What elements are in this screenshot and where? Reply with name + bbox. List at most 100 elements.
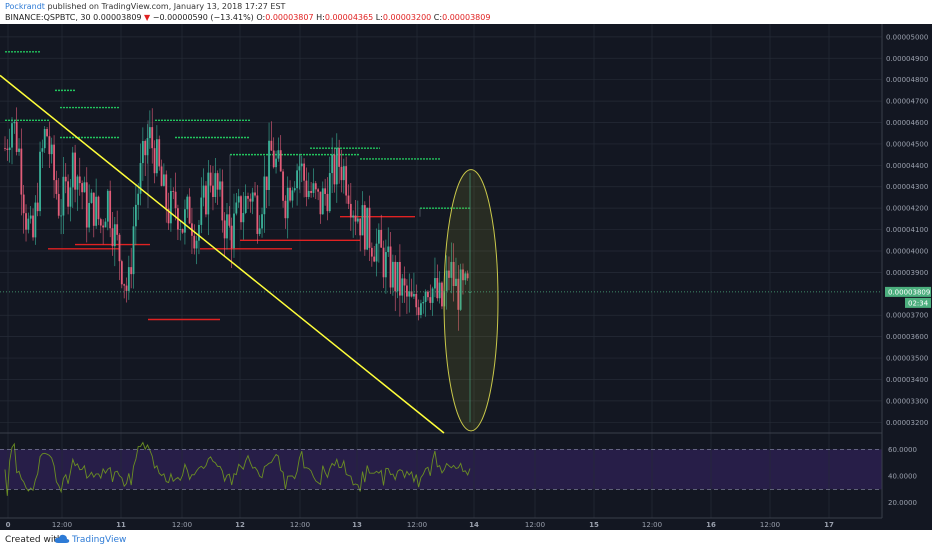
- candle-body: [67, 181, 69, 207]
- candle-body: [354, 215, 357, 222]
- price-tick-label: 0.00004000: [886, 247, 928, 255]
- candle-body: [153, 148, 156, 174]
- candle-body: [396, 261, 399, 292]
- candle-body: [373, 256, 376, 262]
- candle-body: [466, 273, 469, 279]
- candle-body: [179, 229, 182, 230]
- candle-body: [57, 193, 60, 216]
- time-tick-label: 16: [706, 521, 716, 529]
- candle-body: [279, 150, 282, 172]
- candle-body: [445, 270, 448, 291]
- low-value: 0.00003200: [382, 13, 432, 22]
- candle-body: [422, 301, 425, 304]
- candle-body: [200, 197, 203, 225]
- candle-body: [162, 174, 165, 186]
- candle-body: [13, 121, 16, 124]
- candle-body: [272, 150, 275, 168]
- time-tick-label: 0: [6, 521, 11, 529]
- candle-body: [363, 205, 366, 250]
- candle-body: [291, 190, 294, 201]
- candle-body: [151, 127, 154, 149]
- price-tick-label: 0.00004700: [886, 98, 928, 106]
- candle-body: [370, 247, 373, 257]
- time-axis[interactable]: 0 12:00 11 12:00 12 12:00 13 12:00 14 12:00 15 12:0…: [6, 521, 834, 529]
- candle-body: [338, 148, 341, 167]
- candle-body: [424, 291, 427, 302]
- time-tick-label: 15: [589, 521, 599, 529]
- candle-body: [455, 278, 457, 287]
- candle-body: [277, 150, 280, 159]
- price-tick-label: 0.00003500: [886, 355, 928, 363]
- candle-body: [452, 261, 455, 287]
- low-label: L:: [375, 13, 383, 22]
- candle-body: [15, 121, 18, 152]
- candle-body: [310, 190, 313, 193]
- candle-body: [391, 261, 394, 288]
- candle-body: [431, 288, 434, 303]
- down-arrow-icon: ▼: [144, 13, 151, 22]
- candle-body: [345, 166, 348, 196]
- candle-body: [50, 144, 53, 155]
- candle-body: [88, 202, 91, 228]
- candle-body: [307, 190, 310, 197]
- candle-body: [184, 209, 186, 233]
- high-value: 0.00004365: [324, 13, 374, 22]
- candle-body: [214, 173, 217, 198]
- candle-body: [144, 141, 147, 156]
- candle-body: [134, 204, 137, 227]
- candle-body: [111, 228, 114, 247]
- candle-body: [125, 285, 128, 291]
- highlight-ellipse[interactable]: [443, 169, 499, 432]
- candle-body: [349, 203, 352, 218]
- rsi-tick-label: 40.0000: [888, 473, 917, 481]
- candle-body: [25, 213, 27, 230]
- symbol-label[interactable]: BINANCE:QSPBTC, 30: [5, 13, 91, 22]
- candle-body: [258, 228, 261, 234]
- candle-body: [90, 192, 93, 203]
- tradingview-brand[interactable]: TradingView: [72, 535, 127, 545]
- price-axis[interactable]: 0.00005000 0.00004900 0.00004800 0.00004700…: [886, 33, 928, 426]
- candle-body: [158, 139, 161, 167]
- candle-body: [74, 152, 77, 190]
- descending-trendline[interactable]: [0, 74, 445, 434]
- candle-body: [235, 202, 238, 214]
- publish-info: published on TradingView.com, January 13…: [44, 2, 286, 11]
- candle-body: [415, 293, 418, 308]
- candle-body: [193, 235, 196, 249]
- candle-body: [261, 214, 263, 229]
- candle-body: [331, 154, 334, 174]
- candle-body: [436, 278, 439, 299]
- candle-body: [64, 176, 67, 182]
- time-tick-label: 12: [235, 521, 245, 529]
- candle-body: [202, 185, 205, 198]
- candle-body: [95, 196, 98, 226]
- candle-body: [102, 225, 105, 228]
- price-tick-label: 0.00005000: [886, 33, 928, 41]
- candle-body: [55, 180, 58, 194]
- price-tick-label: 0.00004500: [886, 140, 928, 148]
- rsi-axis: 60.0000 40.0000 20.0000: [888, 446, 917, 507]
- candle-body: [141, 141, 144, 164]
- candle-body: [300, 163, 303, 167]
- candle-body: [34, 202, 37, 238]
- candle-body: [109, 190, 112, 229]
- ohlc-legend: BINANCE:QSPBTC, 30 0.00003809 ▼ −0.00000…: [5, 13, 490, 22]
- candle-body: [403, 278, 406, 286]
- candle-body: [116, 224, 119, 235]
- candle-body: [219, 181, 221, 190]
- author-link[interactable]: Pockrandt: [5, 2, 45, 11]
- candle-body: [462, 269, 464, 281]
- candle-body: [226, 214, 228, 239]
- rsi-tick-label: 20.0000: [888, 499, 917, 507]
- candle-body: [305, 180, 308, 197]
- candle-body: [207, 172, 210, 215]
- price-change: −0.00000590 (−13.41%): [152, 13, 254, 22]
- candle-body: [36, 202, 39, 212]
- candle-body: [216, 173, 219, 190]
- candle-body: [406, 285, 408, 297]
- candle-body: [160, 166, 163, 186]
- candle-body: [384, 252, 387, 278]
- price-tick-label: 0.00004300: [886, 183, 928, 191]
- price-chart[interactable]: 0.00005000 0.00004900 0.00004800 0.00004700…: [0, 24, 932, 530]
- candle-body: [335, 148, 338, 185]
